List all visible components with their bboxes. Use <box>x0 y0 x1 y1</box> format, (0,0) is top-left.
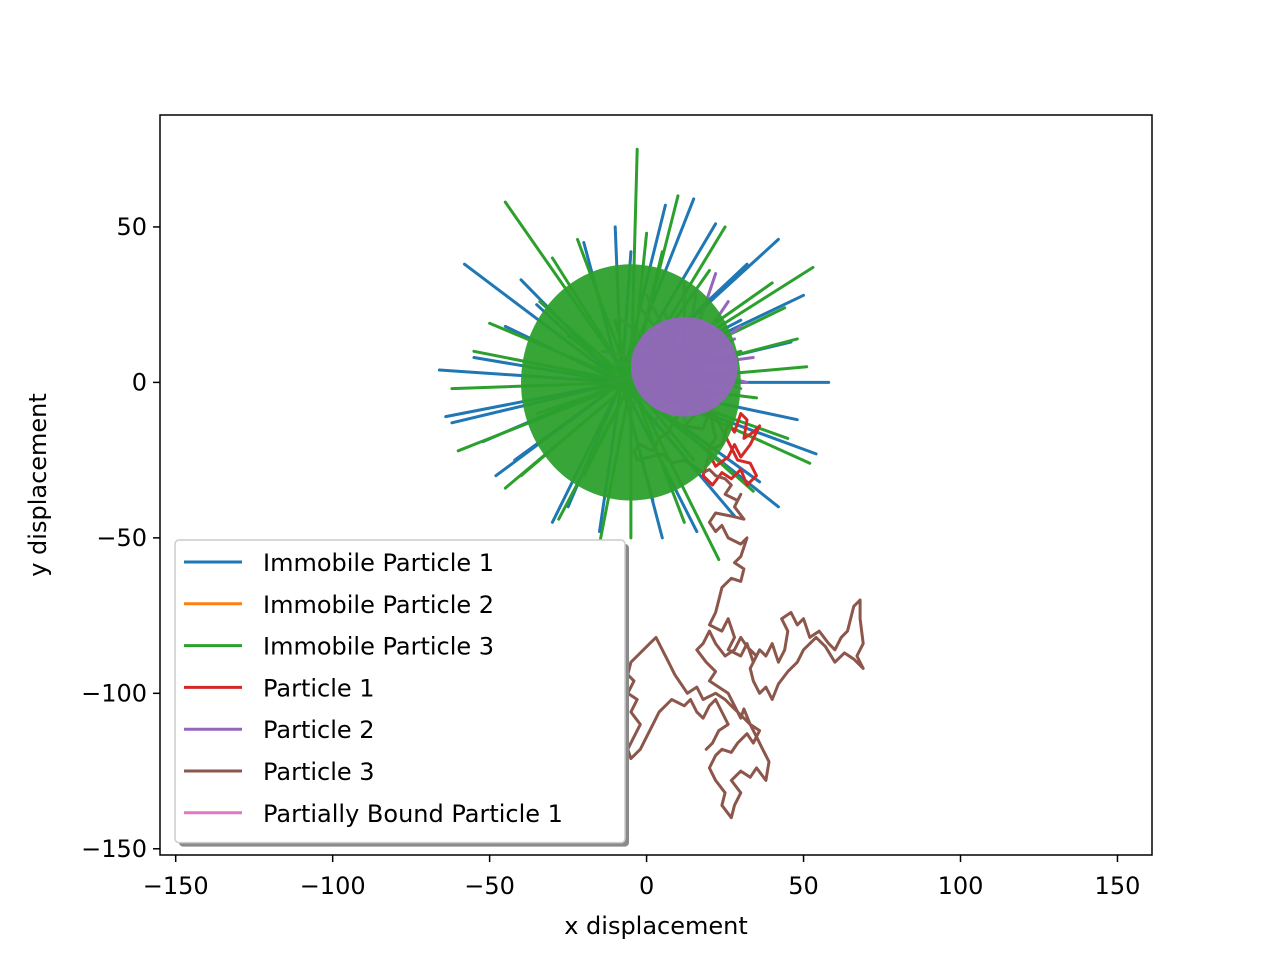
legend-label: Partially Bound Particle 1 <box>263 800 563 828</box>
x-axis-label: x displacement <box>564 912 748 940</box>
y-tick-label: −150 <box>81 835 147 863</box>
legend-label: Immobile Particle 2 <box>263 591 494 619</box>
x-tick-label: −50 <box>464 872 515 900</box>
legend-label: Particle 1 <box>263 674 375 702</box>
y-tick-label: 0 <box>132 368 147 396</box>
y-tick-label: −100 <box>81 679 147 707</box>
x-tick-label: −100 <box>300 872 366 900</box>
series-dense-core-particle-2 <box>630 317 738 417</box>
legend-box <box>174 539 626 844</box>
legend-label: Particle 2 <box>263 716 375 744</box>
plot-frame <box>159 114 1153 856</box>
y-tick-label: −50 <box>96 524 147 552</box>
legend-label: Particle 3 <box>263 758 375 786</box>
legend: Immobile Particle 1 Immobile Particle 2 Im… <box>174 539 629 847</box>
series-line-particle-3 <box>626 365 865 820</box>
y-tick-label: 50 <box>116 213 147 241</box>
x-tick-label: 100 <box>938 872 984 900</box>
legend-label: Immobile Particle 1 <box>263 549 494 577</box>
x-tick-label: −150 <box>143 872 209 900</box>
series-particle-3 <box>626 365 865 820</box>
x-tick-label: 0 <box>639 872 654 900</box>
x-tick-label: 150 <box>1095 872 1141 900</box>
y-axis-label: y displacement <box>24 393 52 577</box>
legend-label: Immobile Particle 3 <box>263 633 494 661</box>
plot-data-layer <box>437 147 865 820</box>
x-tick-label: 50 <box>788 872 819 900</box>
axis-ticks-layer: −150 −100 −50 0 50 100 150 50 0 −50 −100 −150 <box>81 213 1140 900</box>
